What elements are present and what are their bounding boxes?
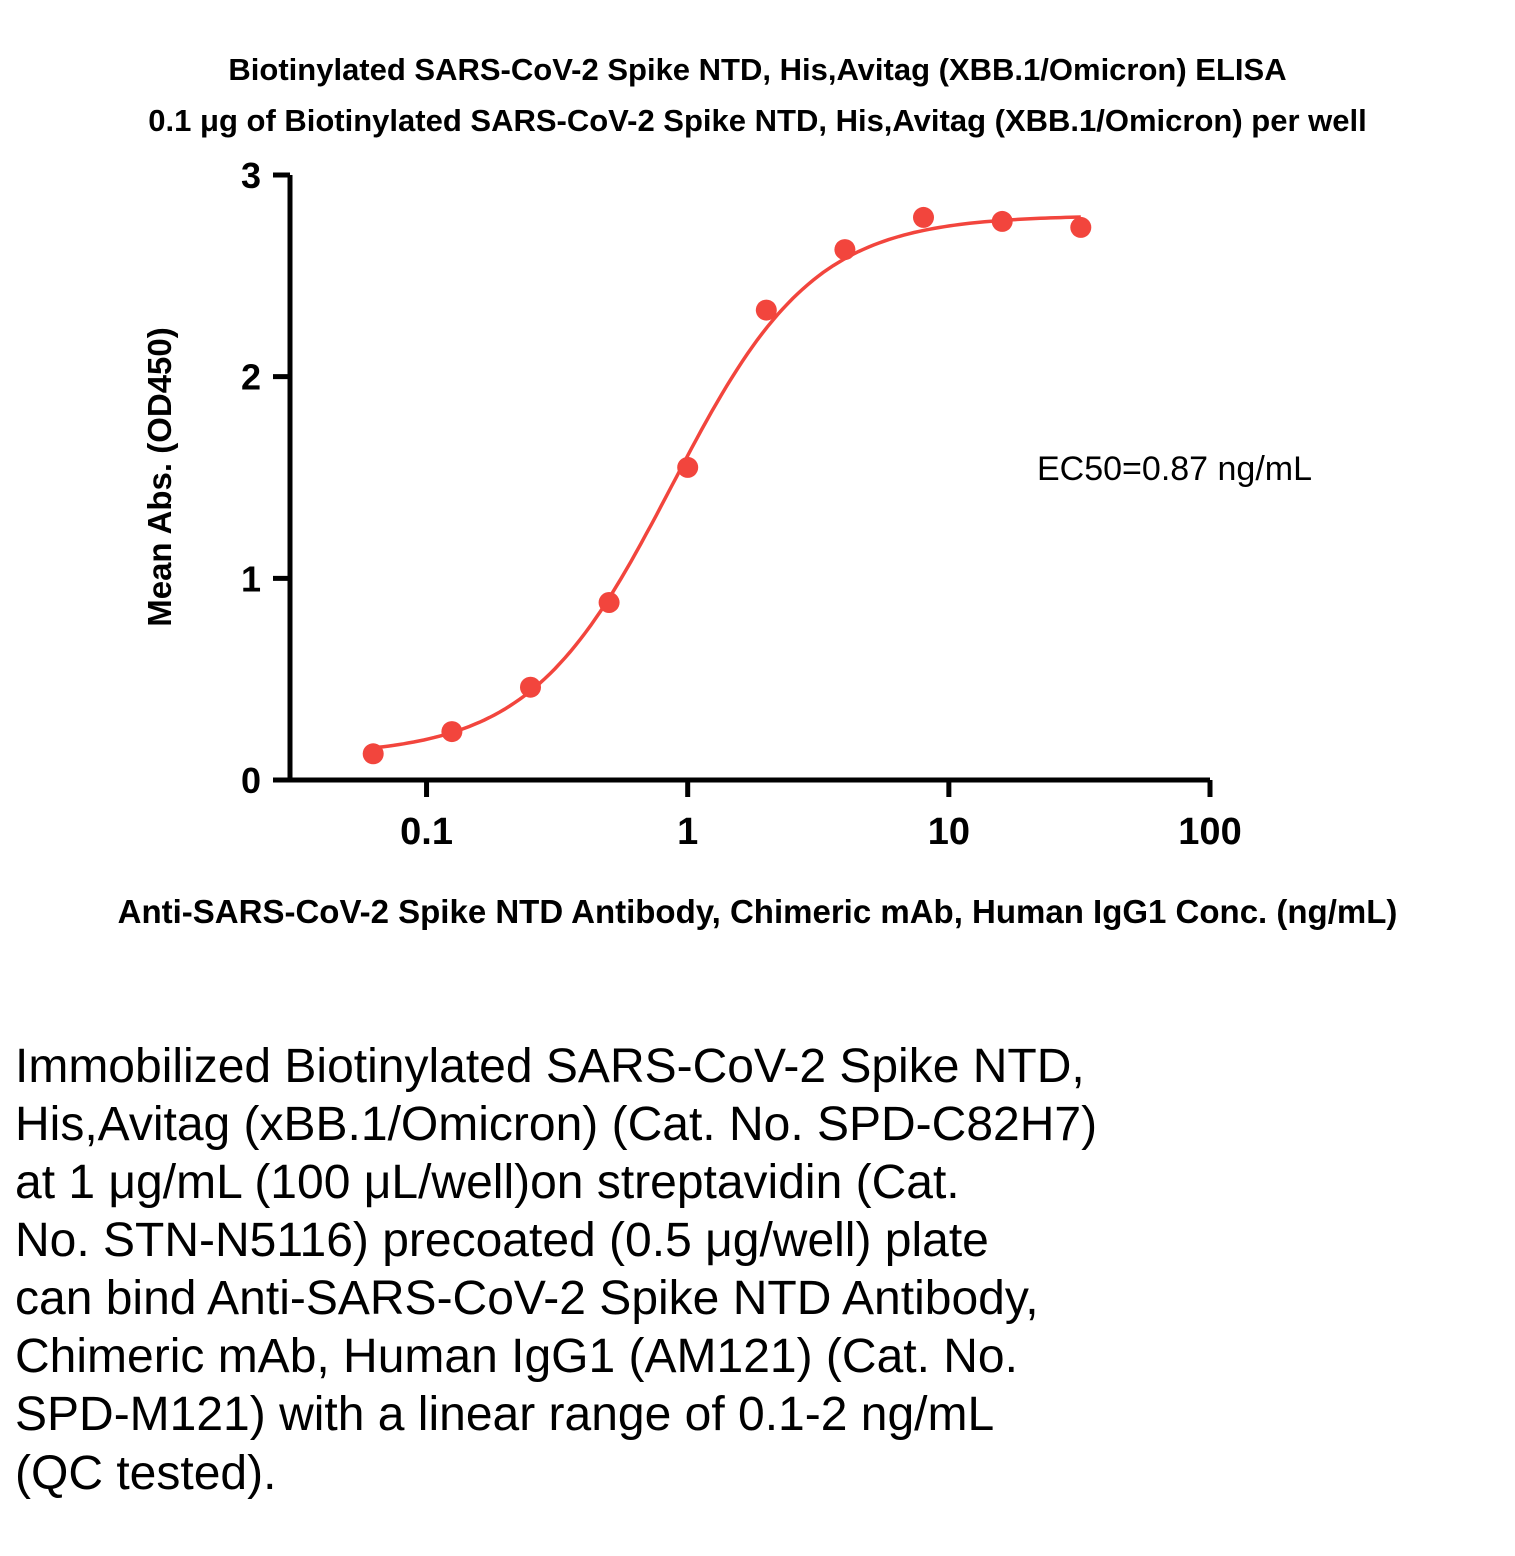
data-point [677, 456, 699, 478]
y-tick-label: 3 [241, 155, 261, 196]
x-axis-label: Anti-SARS-CoV-2 Spike NTD Antibody, Chim… [117, 893, 1398, 930]
elisa-dose-response-plot: 0 1 2 3 0.1 1 10 100 [241, 155, 1242, 853]
x-tick-label: 100 [1178, 811, 1241, 853]
figure-caption: Immobilized Biotinylated SARS-CoV-2 Spik… [15, 1040, 1098, 1500]
y-tick-label: 1 [241, 558, 261, 599]
data-point [441, 721, 463, 743]
x-tick-label: 1 [677, 811, 698, 853]
fitted-curve [372, 215, 1081, 750]
y-tick-label: 0 [241, 760, 261, 801]
data-point [520, 676, 541, 698]
data-point [991, 210, 1013, 232]
ec50-annotation: EC50=0.87 ng/mL [1037, 450, 1313, 488]
data-point [755, 299, 777, 321]
chart-title-line2: 0.1 μg of Biotinylated SARS-CoV-2 Spike … [148, 103, 1367, 138]
data-point [362, 743, 384, 765]
data-point [1070, 216, 1092, 238]
data-point [834, 239, 856, 261]
chart-title-line1: Biotinylated SARS-CoV-2 Spike NTD, His,A… [228, 52, 1287, 87]
x-tick-label: 10 [928, 811, 970, 853]
data-point [598, 592, 620, 613]
data-point [913, 206, 934, 228]
y-tick-label: 2 [241, 357, 261, 398]
x-tick-label: 0.1 [400, 811, 453, 853]
